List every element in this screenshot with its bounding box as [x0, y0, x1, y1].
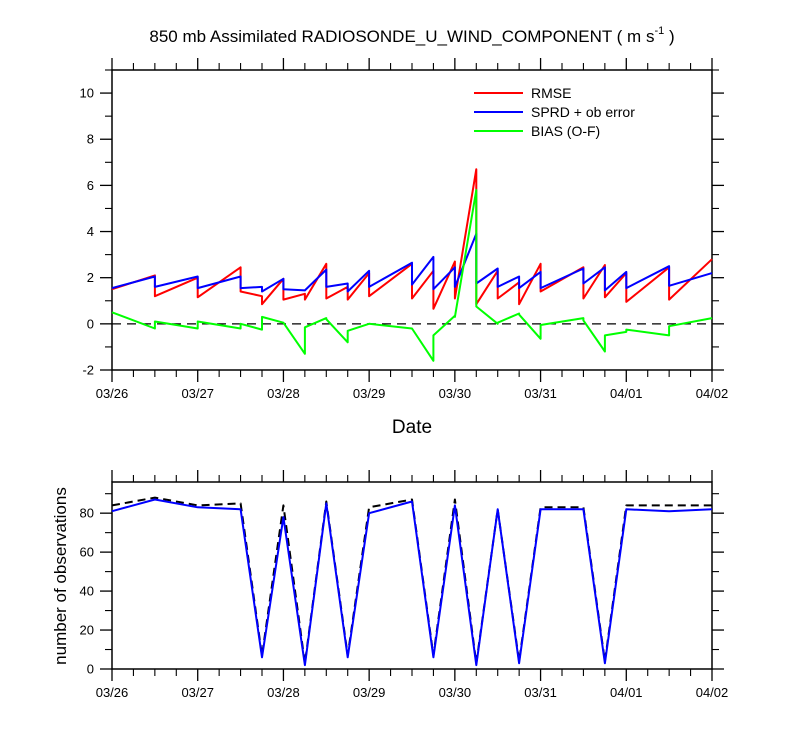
bottom-series-obs-possible — [111, 496, 712, 665]
legend-label-bias: BIAS (O-F) — [531, 123, 600, 139]
title-superscript: -1 — [654, 25, 664, 37]
top-x-tick-label: 03/26 — [96, 386, 129, 401]
bottom-x-tick-label: 04/01 — [610, 685, 643, 700]
bottom-plot-frame — [111, 481, 713, 670]
title-main: 850 mb Assimilated RADIOSONDE_U_WIND_COM… — [149, 27, 654, 46]
bottom-x-tick-label: 03/31 — [524, 685, 557, 700]
title-end: ) — [664, 27, 674, 46]
legend: RMSE SPRD + ob error BIAS (O-F) — [474, 85, 635, 139]
bottom-x-tick-label: 03/30 — [439, 685, 472, 700]
bottom-axis-ticks: 03/26 03/27 03/28 03/29 03/30 03/31 04/01 04/02… — [80, 470, 729, 700]
top-y-tick-label: -2 — [82, 363, 94, 378]
top-series-group — [111, 168, 713, 362]
bottom-y-tick-label: 80 — [80, 506, 94, 521]
bottom-y-tick-label: 0 — [87, 662, 94, 677]
top-x-tick-label: 03/30 — [439, 386, 472, 401]
bottom-x-tick-label: 03/27 — [181, 685, 214, 700]
top-x-tick-label: 03/28 — [267, 386, 300, 401]
legend-label-rmse: RMSE — [531, 85, 571, 101]
bottom-y-tick-label: 20 — [80, 623, 94, 638]
top-series-sprd-ob-error — [111, 232, 713, 293]
top-y-tick-label: 10 — [80, 86, 94, 101]
bottom-y-axis-label: number of observations — [51, 487, 70, 665]
top-series-rmse — [111, 168, 713, 310]
top-x-axis-label: Date — [392, 417, 432, 438]
top-x-tick-label: 04/01 — [610, 386, 643, 401]
bottom-x-tick-label: 03/26 — [96, 685, 129, 700]
bottom-x-tick-label: 03/28 — [267, 685, 300, 700]
bottom-series-group — [111, 496, 713, 667]
bottom-series-obs-used — [111, 498, 713, 667]
bottom-x-tick-label: 03/29 — [353, 685, 386, 700]
bottom-y-tick-label: 40 — [80, 584, 94, 599]
top-x-tick-label: 03/27 — [181, 386, 214, 401]
top-x-tick-label: 03/31 — [524, 386, 557, 401]
bottom-y-tick-label: 60 — [80, 545, 94, 560]
top-chart-title: 850 mb Assimilated RADIOSONDE_U_WIND_COM… — [149, 25, 674, 46]
legend-label-sprd: SPRD + ob error — [531, 104, 635, 120]
top-y-tick-label: 8 — [87, 132, 94, 147]
top-x-tick-label: 03/29 — [353, 386, 386, 401]
top-y-tick-label: 6 — [87, 178, 94, 193]
top-y-tick-label: 0 — [87, 316, 94, 331]
top-y-tick-label: 4 — [87, 224, 94, 239]
top-series-bias-o-f — [111, 189, 713, 362]
bottom-x-tick-label: 04/02 — [696, 685, 729, 700]
top-axis-ticks: 03/26 03/27 03/28 03/29 03/30 03/31 04/01 04/02… — [80, 58, 729, 401]
top-y-tick-label: 2 — [87, 270, 94, 285]
top-x-tick-label: 04/02 — [696, 386, 729, 401]
